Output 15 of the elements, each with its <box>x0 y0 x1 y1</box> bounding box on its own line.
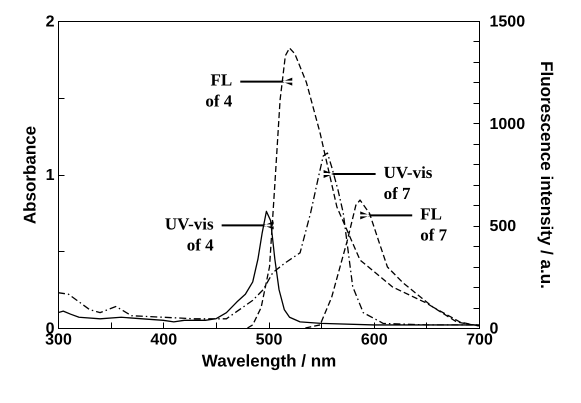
y2-tick-label: 1500 <box>490 14 526 30</box>
x-tick-label: 600 <box>360 332 388 348</box>
y-tick-label: 2 <box>46 14 55 30</box>
y2-axis-title: Fluorescence intensity / a.u. <box>537 61 556 289</box>
annotation: FL of 4 <box>205 70 233 111</box>
annotation: UV-vis of 7 <box>384 163 433 204</box>
x-tick-label: 400 <box>150 332 178 348</box>
y-tick-label: 1 <box>46 167 55 184</box>
y-axis-title: Absorbance <box>20 126 40 224</box>
annotation: FL of 7 <box>420 204 448 244</box>
x-axis-title: Wavelength / nm <box>202 352 336 370</box>
y2-tick-label: 1000 <box>490 116 526 133</box>
annotation: UV-vis of 4 <box>164 214 214 254</box>
x-tick-label: 500 <box>256 332 282 348</box>
y2-tick-label: 500 <box>490 218 516 236</box>
